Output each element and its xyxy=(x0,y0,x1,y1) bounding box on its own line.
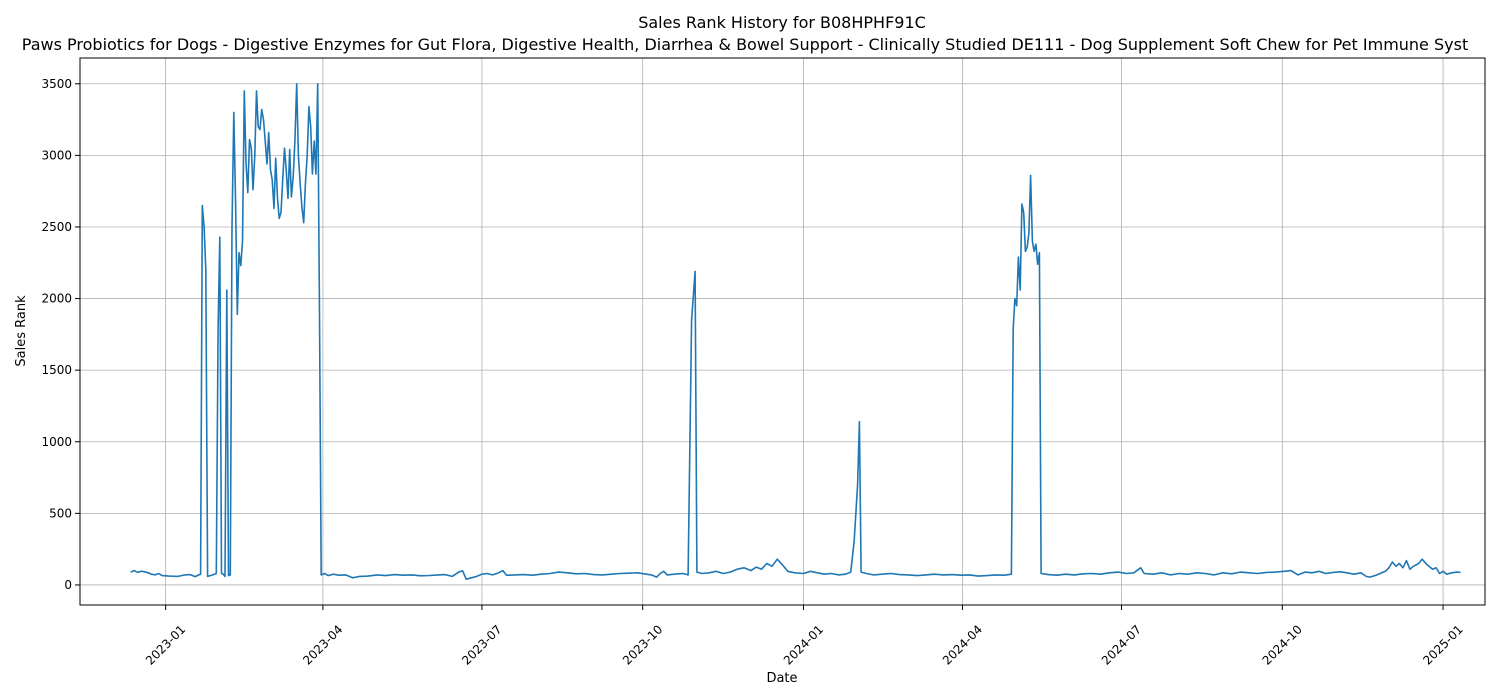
y-tick-label: 1500 xyxy=(41,363,72,377)
series-layer xyxy=(130,83,1461,580)
x-tick-label: 2023-10 xyxy=(620,622,665,667)
plot-frame xyxy=(79,57,1486,606)
y-axis-label: Sales Rank xyxy=(14,295,29,367)
x-tick-label: 2024-01 xyxy=(781,622,826,667)
x-tick-label: 2023-01 xyxy=(143,622,188,667)
chart-subtitle: Paws Probiotics for Dogs - Digestive Enz… xyxy=(22,35,1468,54)
x-tick-label: 2024-10 xyxy=(1260,622,1305,667)
chart-title: Sales Rank History for B08HPHF91C xyxy=(638,13,926,32)
x-tick-label: 2024-07 xyxy=(1099,622,1144,667)
y-tick-label: 0 xyxy=(64,578,72,592)
sales-rank-series-line xyxy=(130,83,1461,580)
x-axis-ticks: 2023-01 2023-04 2023-07 2023-10 2024-01 2024-… xyxy=(143,605,1466,668)
y-tick-label: 1000 xyxy=(41,435,72,449)
y-tick-label: 2000 xyxy=(41,292,72,306)
y-tick-label: 3500 xyxy=(41,77,72,91)
y-tick-label: 3000 xyxy=(41,148,72,162)
y-tick-label: 500 xyxy=(49,506,72,520)
x-tick-label: 2023-04 xyxy=(300,622,345,667)
y-tick-label: 2500 xyxy=(41,220,72,234)
y-axis-ticks: 0 500 1000 1500 2000 2500 3000 3500 xyxy=(41,77,80,592)
x-axis-label: Date xyxy=(766,671,797,686)
grid-lines xyxy=(80,58,1485,605)
x-tick-label: 2024-04 xyxy=(940,622,985,667)
x-tick-label: 2023-07 xyxy=(459,622,504,667)
x-tick-label: 2025-01 xyxy=(1420,622,1465,667)
